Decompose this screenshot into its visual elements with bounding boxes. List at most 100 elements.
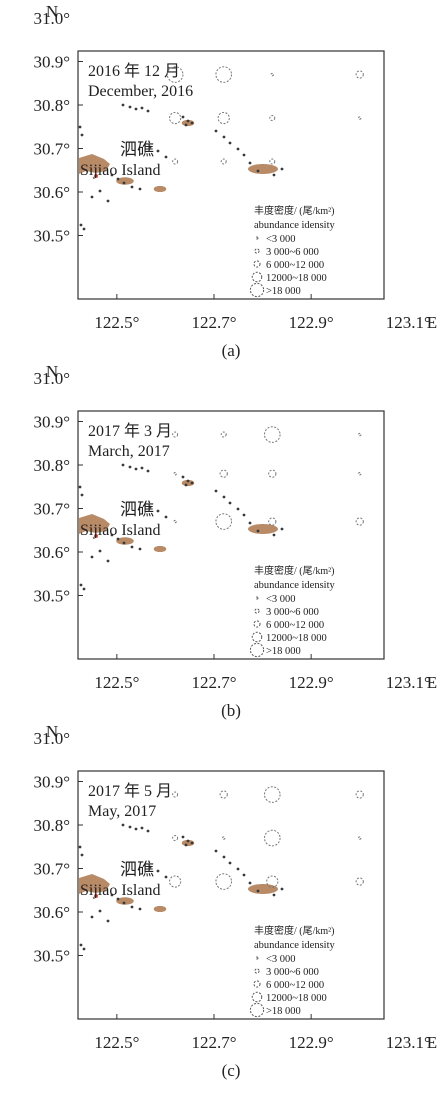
station-circle (268, 469, 277, 478)
legend-title-en: abundance idensity (254, 580, 336, 591)
legend-label: <3 000 (266, 954, 296, 965)
islet-dot (90, 195, 94, 199)
station-circle (358, 472, 362, 476)
lon-tick-label: 122.9° (289, 1033, 334, 1052)
islet-dot (98, 189, 102, 193)
lat-tick-label: 30.8° (33, 816, 70, 835)
islet-dot (146, 469, 150, 473)
islet-dot (242, 513, 246, 517)
lat-tick-label: 30.6° (33, 903, 70, 922)
lat-tick-label: 30.5° (33, 227, 70, 246)
legend-symbol (249, 1002, 265, 1018)
legend-symbol (249, 642, 265, 658)
legend-symbol (249, 282, 265, 298)
map-panel: N31.0° 30.9° 30.8° 30.7° 30.6° 30.5° 122.5° 122… (33, 362, 437, 720)
place-name-cn: 泗礁 (120, 500, 154, 519)
lon-tick-label: 122.9° (289, 673, 334, 692)
islet-dot (130, 905, 134, 909)
legend-label: 6 000~12 000 (266, 980, 324, 991)
lat-tick-label: 30.9° (33, 53, 70, 72)
islet-dot (190, 841, 194, 845)
station-circle (269, 158, 276, 165)
station-circle (269, 115, 276, 122)
islet-dot (228, 141, 232, 145)
lat-tick-label: 30.8° (33, 456, 70, 475)
legend-title-en: abundance idensity (254, 220, 336, 231)
islet-dot (280, 527, 284, 531)
islet-dot (122, 181, 126, 185)
lon-tick-label: 122.7° (191, 313, 236, 332)
islet-dot (106, 559, 110, 563)
lon-tick-label: 122.7° (191, 1033, 236, 1052)
sijiao-island-shape (79, 154, 110, 174)
islet-dot (78, 485, 82, 489)
legend-symbol (251, 991, 263, 1003)
islet-dot (78, 125, 82, 129)
east-label: E (427, 1033, 437, 1052)
islet-dot (242, 153, 246, 157)
legend-title-cn: 丰度密度/ (尾/km²) (254, 564, 335, 577)
islet-dot (164, 875, 168, 879)
islet-dot (140, 466, 144, 470)
legend-label: 3 000~6 000 (266, 607, 319, 618)
map-panel: N31.0° 30.9° 30.8° 30.7° 30.6° 30.5° 122.5° 122… (33, 722, 437, 1080)
islet-dot (134, 467, 138, 471)
map-panel: N31.0° 30.9° 30.8° 30.7° 30.6° 30.5° 122.5° 122… (33, 2, 437, 360)
islet-dot (122, 901, 126, 905)
island-marker (94, 174, 98, 178)
lat-tick-label: 31.0° (33, 9, 70, 28)
lat-tick-label: 30.5° (33, 947, 70, 966)
station-circle (172, 158, 179, 165)
islet-dot (80, 853, 84, 857)
islet-dot (134, 827, 138, 831)
islet-dot (122, 541, 126, 545)
islet-dot (156, 509, 160, 513)
islet-shape (153, 185, 167, 193)
station-circle (358, 116, 362, 120)
islet-dot (214, 849, 218, 853)
station-circle (217, 111, 230, 125)
station-circle (263, 426, 281, 443)
islet-dot (134, 107, 138, 111)
islet-dot (116, 537, 120, 541)
map-title-en: December, 2016 (88, 83, 193, 100)
islet-dot (184, 843, 188, 847)
map-frame (77, 410, 385, 660)
legend-symbol (251, 271, 263, 283)
lat-tick-label: 30.8° (33, 96, 70, 115)
islet-dot (156, 149, 160, 153)
north-label: N (46, 722, 58, 741)
islet-dot (82, 227, 86, 231)
islet-dot (148, 865, 152, 869)
legend-label: 12000~18 000 (266, 993, 327, 1004)
islet-dot (138, 547, 142, 551)
islet-dot (186, 119, 190, 123)
station-circle (270, 72, 274, 77)
station-circle (172, 791, 179, 798)
islet-dot (79, 943, 83, 947)
islet-dot (222, 135, 226, 139)
lat-tick-label: 30.7° (33, 860, 70, 879)
station-circle (263, 786, 281, 803)
islet-shape (116, 897, 134, 905)
north-label: N (46, 362, 58, 381)
place-name-cn: 泗礁 (120, 860, 154, 879)
islet-dot (146, 829, 150, 833)
station-circle (220, 431, 227, 438)
islet-dot (272, 533, 276, 537)
legend-symbol (255, 596, 259, 600)
legend-symbol (254, 248, 260, 254)
lat-tick-label: 31.0° (33, 729, 70, 748)
place-name-en: Sijiao Island (80, 522, 160, 539)
islet-dot (184, 123, 188, 127)
islet-dot (130, 185, 134, 189)
station-circle (219, 790, 228, 799)
islet-dot (256, 169, 260, 173)
islet-dot (80, 493, 84, 497)
islet-dot (110, 893, 114, 897)
station-circle (166, 66, 184, 83)
station-circle (355, 877, 364, 886)
islet-dot (90, 555, 94, 559)
islet-dot (138, 907, 142, 911)
